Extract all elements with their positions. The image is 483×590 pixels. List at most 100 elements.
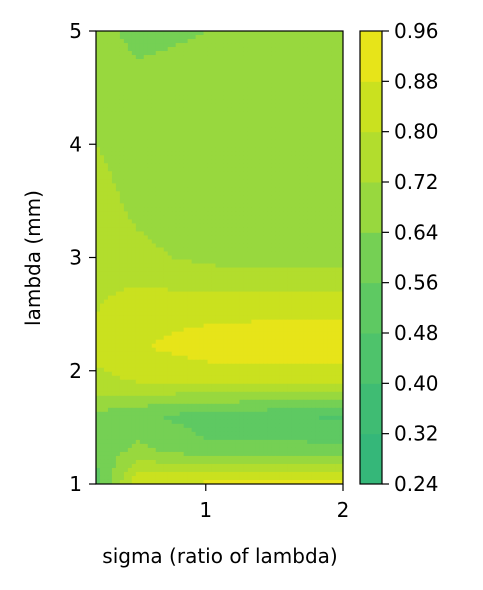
contour-cell (96, 195, 101, 200)
contour-cell (251, 179, 256, 184)
contour-cell (279, 67, 284, 72)
contour-cell (131, 131, 137, 136)
contour-cell (303, 303, 308, 309)
contour-cell (243, 51, 248, 56)
contour-cell (299, 311, 304, 317)
contour-cell (267, 75, 272, 80)
contour-cell (231, 183, 237, 188)
contour-cell (251, 99, 256, 104)
contour-cell (183, 91, 189, 96)
contour-cell (123, 243, 129, 249)
contour-cell (96, 163, 101, 168)
contour-cell (155, 199, 161, 204)
contour-cell (199, 163, 205, 168)
contour-cell (139, 335, 145, 341)
contour-cell (107, 151, 113, 156)
contour-cell (271, 51, 276, 56)
contour-cell (151, 163, 157, 168)
contour-cell (143, 315, 149, 321)
contour-cell (111, 315, 117, 321)
contour-cell (279, 167, 284, 172)
contour-cell (171, 207, 177, 212)
contour-cell (231, 43, 237, 48)
contour-cell (299, 87, 304, 92)
contour-cell (215, 95, 221, 100)
contour-cell (295, 199, 300, 204)
contour-cell (263, 95, 268, 100)
contour-cell (235, 139, 241, 144)
contour-cell (259, 95, 264, 100)
contour-cell (219, 31, 225, 36)
contour-cell (111, 159, 117, 164)
contour-cell (263, 271, 268, 277)
contour-cell (303, 43, 308, 48)
contour-cell (315, 175, 320, 180)
contour-cell (283, 347, 288, 353)
contour-cell (283, 271, 288, 277)
contour-cell (115, 71, 121, 76)
contour-cell (163, 251, 169, 257)
contour-cell (215, 171, 221, 176)
contour-cell (167, 267, 173, 273)
contour-cell (135, 51, 141, 56)
contour-cell (147, 259, 153, 265)
contour-cell (319, 319, 324, 325)
contour-cell (183, 95, 189, 100)
contour-cell (315, 307, 320, 313)
contour-cell (323, 191, 328, 196)
contour-cell (315, 47, 320, 52)
contour-bands (96, 31, 343, 484)
contour-cell (275, 327, 280, 333)
contour-cell (275, 171, 280, 176)
contour-cell (175, 95, 181, 100)
contour-cell (335, 147, 340, 152)
contour-cell (227, 279, 233, 285)
contour-cell (239, 131, 244, 136)
contour-cell (255, 339, 260, 345)
contour-cell (255, 159, 260, 164)
contour-cell (339, 119, 343, 124)
contour-cell (303, 215, 308, 221)
contour-cell (96, 131, 101, 136)
contour-cell (203, 163, 209, 168)
contour-cell (115, 183, 121, 188)
contour-cell (247, 119, 252, 124)
contour-cell (163, 191, 169, 196)
contour-cell (247, 39, 252, 44)
contour-cell (127, 311, 133, 317)
contour-cell (279, 231, 284, 237)
contour-cell (183, 227, 189, 233)
contour-cell (219, 339, 225, 345)
contour-cell (267, 223, 272, 229)
contour-cell (191, 59, 197, 64)
contour-cell (147, 51, 153, 56)
contour-cell (311, 159, 316, 164)
contour-cell (183, 251, 189, 257)
contour-cell (251, 95, 256, 100)
contour-cell (147, 103, 153, 108)
contour-cell (235, 147, 241, 152)
contour-cell (243, 47, 248, 52)
contour-cell (299, 235, 304, 241)
contour-cell (151, 151, 157, 156)
contour-cell (211, 235, 217, 241)
contour-cell (159, 99, 165, 104)
contour-cell (99, 167, 105, 172)
contour-cell (227, 179, 233, 184)
contour-cell (179, 327, 185, 333)
contour-cell (163, 335, 169, 341)
contour-cell (231, 163, 237, 168)
contour-cell (267, 215, 272, 221)
contour-cell (295, 167, 300, 172)
contour-cell (107, 303, 113, 309)
contour-cell (143, 187, 149, 192)
contour-cell (147, 199, 153, 204)
contour-cell (295, 339, 300, 345)
contour-cell (259, 79, 264, 84)
contour-cell (207, 203, 213, 208)
contour-cell (96, 183, 101, 188)
contour-cell (323, 63, 328, 68)
contour-cell (147, 279, 153, 285)
contour-cell (115, 303, 121, 309)
contour-cell (103, 31, 109, 36)
